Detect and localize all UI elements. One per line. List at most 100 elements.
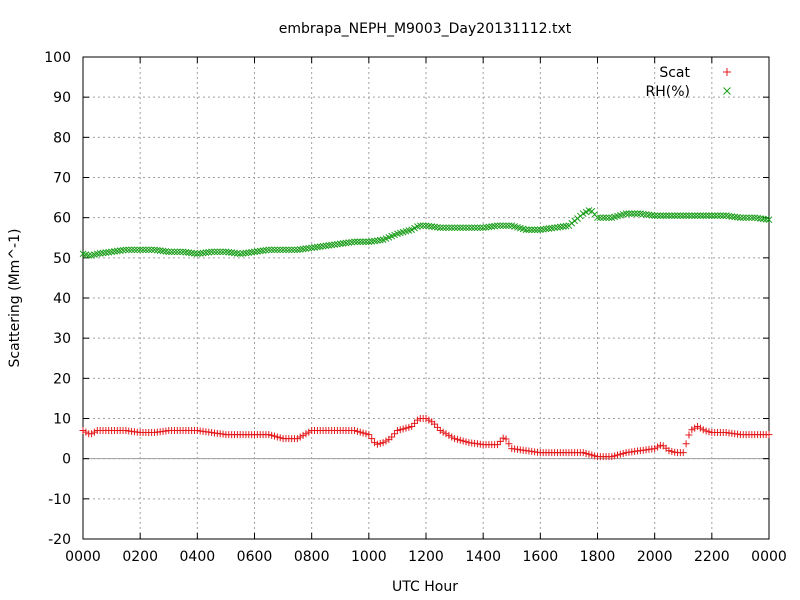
point-rh <box>754 214 761 222</box>
point-rh <box>542 225 550 233</box>
point-rh <box>254 248 261 255</box>
point-scat <box>353 427 361 435</box>
point-scat <box>505 440 513 448</box>
y-tick-label: 80 <box>53 130 71 146</box>
point-rh <box>639 210 647 218</box>
point-rh <box>222 248 230 256</box>
point-rh <box>125 246 133 254</box>
point-rh <box>211 248 218 256</box>
point-rh <box>725 212 733 220</box>
point-rh <box>505 222 513 230</box>
point-rh <box>208 248 215 256</box>
point-rh <box>625 210 633 218</box>
point-rh <box>682 212 690 220</box>
x-tick-label: 0200 <box>122 549 158 565</box>
point-scat <box>685 431 693 439</box>
point-scat <box>273 433 281 441</box>
point-rh <box>731 213 739 221</box>
point-scat <box>373 440 381 448</box>
point-rh <box>448 224 456 232</box>
point-rh <box>717 212 724 220</box>
point-rh <box>354 238 361 246</box>
point-rh <box>491 222 498 230</box>
point-rh <box>102 249 110 256</box>
point-scat <box>679 449 687 457</box>
point-scat <box>90 428 98 436</box>
point-rh <box>631 210 639 218</box>
point-rh <box>605 214 613 222</box>
point-scat <box>359 429 367 437</box>
point-rh <box>665 212 673 220</box>
point-rh <box>628 210 636 218</box>
point-rh <box>442 224 450 232</box>
point-rh <box>345 239 353 246</box>
point-rh <box>145 246 153 254</box>
point-scat <box>651 445 659 453</box>
point-scat <box>682 440 690 448</box>
point-scat <box>296 433 304 441</box>
y-tick-label: 10 <box>53 412 71 428</box>
point-scat <box>399 425 407 433</box>
point-rh <box>654 212 661 220</box>
point-rh <box>308 244 316 252</box>
point-rh <box>745 214 753 222</box>
point-rh <box>99 249 107 257</box>
point-scat <box>422 415 430 422</box>
point-rh <box>162 248 170 255</box>
point-rh <box>482 223 490 231</box>
legend-marker-scat <box>723 68 731 76</box>
point-rh <box>319 242 327 250</box>
point-rh <box>185 249 193 256</box>
point-rh <box>737 214 744 222</box>
point-rh <box>265 246 273 254</box>
point-rh <box>739 214 747 222</box>
point-scat <box>379 439 387 447</box>
point-rh <box>248 248 255 256</box>
point-scat <box>459 437 467 445</box>
point-rh <box>105 248 113 256</box>
point-scat <box>365 431 373 439</box>
point-scat <box>362 430 370 438</box>
point-rh <box>325 242 333 249</box>
x-tick-label: 1000 <box>351 549 387 565</box>
point-rh <box>648 211 656 219</box>
point-scat <box>688 426 696 434</box>
point-rh <box>688 212 696 220</box>
point-rh <box>256 247 264 255</box>
point-rh <box>439 224 447 232</box>
point-scat <box>456 436 464 444</box>
point-rh <box>288 246 296 254</box>
point-scat <box>302 430 310 438</box>
y-tick-label: 100 <box>44 50 71 66</box>
point-rh <box>202 249 210 256</box>
point-rh <box>708 212 716 220</box>
point-rh <box>171 248 178 256</box>
point-rh <box>336 240 344 248</box>
point-scat <box>88 430 96 438</box>
point-rh <box>262 246 270 254</box>
point-rh <box>674 212 681 220</box>
point-rh <box>528 226 536 234</box>
point-rh <box>225 248 233 256</box>
point-rh <box>316 243 324 250</box>
point-scat <box>433 423 441 431</box>
point-rh <box>322 242 330 250</box>
point-rh <box>182 248 190 256</box>
point-rh <box>534 226 541 234</box>
point-scat <box>499 434 507 442</box>
point-scat <box>382 437 390 445</box>
x-tick-label: 1200 <box>408 549 444 565</box>
y-tick-label: 0 <box>62 452 71 468</box>
point-rh <box>259 247 267 254</box>
point-rh <box>634 210 641 218</box>
point-scat <box>413 416 421 424</box>
point-rh <box>188 249 195 257</box>
point-rh <box>719 212 727 220</box>
point-rh <box>677 212 684 220</box>
point-rh <box>711 212 719 220</box>
point-scat <box>396 426 404 434</box>
point-scat <box>448 433 456 441</box>
point-rh <box>168 248 175 256</box>
point-scat <box>493 441 501 449</box>
